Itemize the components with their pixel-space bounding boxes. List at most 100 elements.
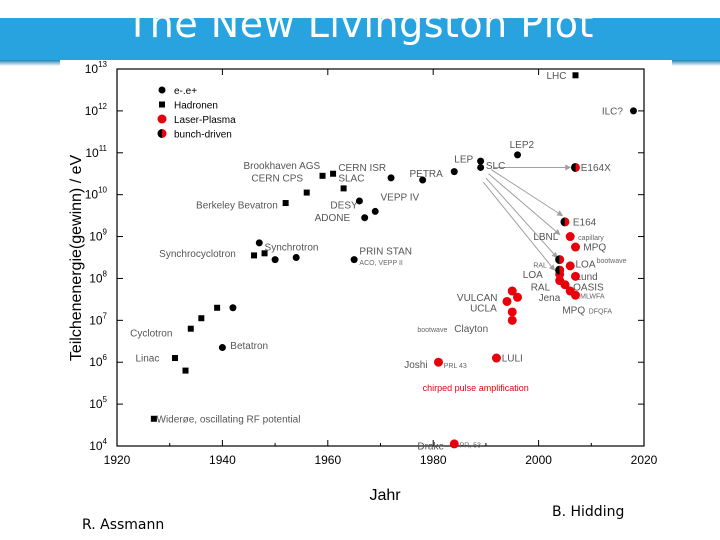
data-point-right-half — [575, 162, 580, 172]
data-point — [507, 286, 517, 296]
data-point — [282, 200, 289, 207]
data-point — [159, 101, 165, 108]
y-tick-label: 1010 — [85, 186, 108, 202]
x-tick-label: 2000 — [525, 453, 552, 467]
annotation-label: LULI — [502, 354, 523, 365]
annotation-label: DESY — [330, 201, 358, 212]
data-point — [251, 252, 258, 259]
data-point — [507, 315, 517, 325]
annotation-label: LOA — [575, 259, 595, 270]
annotation-label: LOA — [523, 270, 543, 281]
data-point — [565, 232, 575, 242]
data-point-left-half — [570, 162, 576, 172]
data-point — [182, 367, 189, 374]
annotation-label: Betatron — [230, 341, 268, 352]
x-axis-label: Jahr — [369, 487, 401, 504]
data-point-left-half — [157, 129, 162, 138]
legend-entry: e-.e+ — [174, 86, 197, 97]
annotation-arrow — [488, 173, 561, 236]
annotation-label: ACO, VEPP II — [359, 260, 402, 267]
annotation-arrow — [490, 169, 564, 217]
annotation-label: ADONE — [315, 213, 351, 224]
annotation-label: Brookhaven AGS — [243, 161, 320, 172]
data-point — [419, 176, 427, 184]
annotation-label: Cyclotron — [130, 328, 172, 339]
data-point — [171, 355, 178, 362]
data-point-left-half — [560, 217, 565, 227]
annotation-label: Joshi — [404, 360, 427, 371]
annotation-label: Synchrocyclotron — [159, 249, 236, 260]
data-point — [350, 256, 358, 264]
annotation-label: CERN ISR — [338, 163, 386, 174]
data-point — [387, 174, 395, 182]
data-point-right-half — [162, 129, 167, 138]
legend-entry: Laser-Plasma — [174, 115, 236, 126]
annotation-label: chirped pulse amplification — [423, 383, 529, 393]
data-point — [150, 415, 157, 422]
annotation-label: RAL — [533, 262, 547, 269]
annotation-label: SLAC — [338, 173, 364, 184]
data-point — [560, 280, 570, 290]
annotation-label: CERN CPS — [251, 173, 303, 184]
data-point — [229, 304, 237, 312]
data-point — [449, 439, 459, 449]
y-tick-label: 1013 — [85, 60, 108, 76]
data-points — [150, 72, 637, 449]
annotation-label: E164X — [581, 163, 611, 174]
annotation-label: EMLWFA — [575, 294, 604, 301]
data-point — [565, 261, 575, 271]
x-tick-label: 1940 — [209, 453, 236, 467]
data-point-left-half — [555, 265, 560, 275]
y-tick-label: 108 — [89, 269, 107, 285]
x-tick-label: 1920 — [104, 453, 131, 467]
data-point — [271, 256, 279, 264]
data-point — [303, 189, 310, 196]
data-point — [572, 72, 579, 79]
annotation-label: Berkeley Bevatron — [196, 201, 278, 212]
data-point — [433, 357, 443, 367]
annotation-label: LEP2 — [510, 140, 535, 151]
data-point — [187, 325, 194, 332]
annotation-label: Drake — [417, 442, 444, 453]
data-point — [560, 217, 570, 227]
livingston-chart: 1920 1940 1960 1980 2000 2020 104 105 106 107 108 1… — [68, 60, 658, 504]
axis-ticks: 1920 1940 1960 1980 2000 2020 104 105 106 107 108 1… — [85, 60, 658, 467]
data-point — [629, 107, 637, 115]
data-point — [214, 304, 221, 311]
annotation-arrow — [482, 181, 556, 271]
annotation-label: LHC — [547, 71, 567, 82]
data-point — [158, 86, 166, 94]
data-point — [218, 344, 226, 352]
annotation-label: LBNL — [533, 232, 558, 243]
author-right: B. Hidding — [552, 504, 625, 520]
data-point — [555, 255, 565, 265]
title-band — [0, 18, 720, 60]
legend-entry: bunch-driven — [174, 130, 232, 141]
annotation-label: bootwave — [597, 258, 627, 265]
data-point — [507, 307, 517, 317]
data-point — [477, 163, 485, 171]
x-tick-label: 2020 — [631, 453, 658, 467]
y-tick-label: 107 — [89, 311, 107, 327]
annotation-label: ILC? — [602, 106, 624, 117]
annotation-label: DFQFA — [589, 308, 613, 315]
data-point — [450, 168, 458, 176]
x-tick-label: 1980 — [420, 453, 447, 467]
data-point — [292, 254, 300, 261]
annotation-label: MPQ — [583, 243, 606, 254]
annotation-label: bootwave — [417, 327, 447, 334]
annotation-label: VULCAN — [457, 293, 498, 304]
annotation-label: PETRA — [409, 169, 443, 180]
annotation-label: SLC — [486, 161, 505, 172]
annotation-arrow — [485, 177, 558, 259]
data-point — [330, 170, 337, 177]
data-point — [570, 290, 580, 300]
y-tick-label: 1011 — [85, 144, 107, 160]
data-point — [513, 292, 523, 302]
data-point — [355, 197, 363, 205]
data-point — [340, 185, 347, 192]
data-point — [361, 214, 369, 222]
annotation-label: PRL 43 — [444, 363, 467, 370]
chart-panel: 1920 1940 1960 1980 2000 2020 104 105 106 107 108 1… — [60, 60, 672, 512]
annotation-label: Widerøe, oscillating RF potential — [157, 414, 301, 425]
